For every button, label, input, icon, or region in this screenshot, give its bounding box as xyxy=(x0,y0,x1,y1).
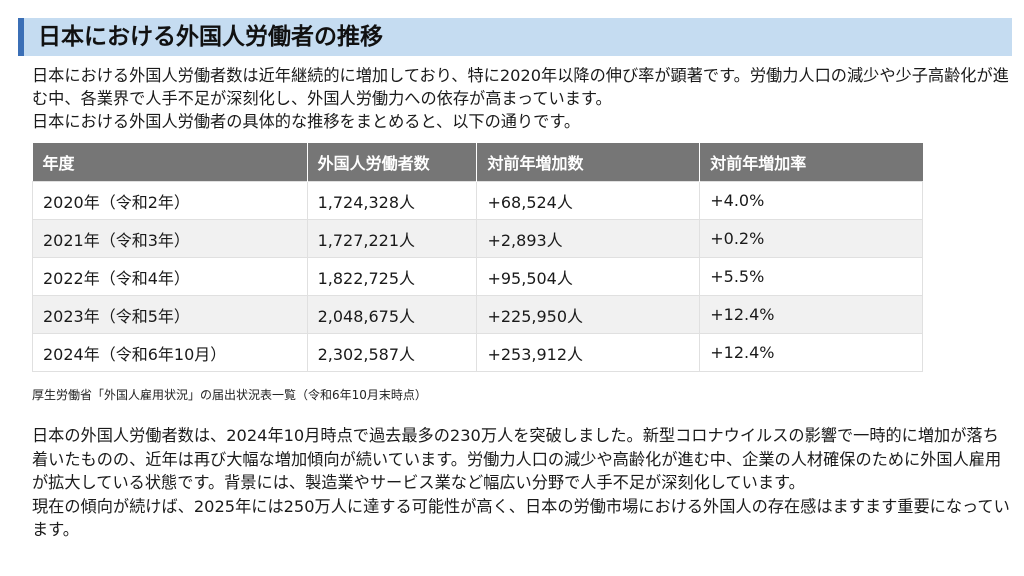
cell-yoy-rate: +5.5% xyxy=(700,258,923,296)
cell-year: 2022年（令和4年） xyxy=(33,258,308,296)
intro-paragraph-2: 日本における外国人労働者の具体的な推移をまとめると、以下の通りです。 xyxy=(32,110,1012,133)
cell-yoy-rate: +12.4% xyxy=(700,296,923,334)
table-row: 2021年（令和3年） 1,727,221人 +2,893人 +0.2% xyxy=(33,220,923,258)
header-yoy-increase: 対前年増加数 xyxy=(477,143,700,182)
summary-paragraph-2: 現在の傾向が続けば、2025年には250万人に達する可能性が高く、日本の労働市場… xyxy=(32,495,1012,542)
cell-yoy-rate: +0.2% xyxy=(700,220,923,258)
cell-yoy-increase: +68,524人 xyxy=(477,182,700,220)
cell-yoy-increase: +225,950人 xyxy=(477,296,700,334)
cell-year: 2024年（令和6年10月） xyxy=(33,334,308,372)
cell-yoy-rate: +12.4% xyxy=(700,334,923,372)
summary-text: 日本の外国人労働者数は、2024年10月時点で過去最多の230万人を突破しました… xyxy=(32,424,1012,542)
cell-worker-count: 1,822,725人 xyxy=(307,258,477,296)
cell-yoy-increase: +95,504人 xyxy=(477,258,700,296)
table-row: 2022年（令和4年） 1,822,725人 +95,504人 +5.5% xyxy=(33,258,923,296)
summary-paragraph-1: 日本の外国人労働者数は、2024年10月時点で過去最多の230万人を突破しました… xyxy=(32,424,1012,495)
title-bar: 日本における外国人労働者の推移 xyxy=(18,18,1012,56)
intro-paragraph-1: 日本における外国人労働者数は近年継続的に増加しており、特に2020年以降の伸び率… xyxy=(32,64,1012,110)
cell-worker-count: 2,048,675人 xyxy=(307,296,477,334)
table-row: 2020年（令和2年） 1,724,328人 +68,524人 +4.0% xyxy=(33,182,923,220)
cell-yoy-increase: +2,893人 xyxy=(477,220,700,258)
cell-year: 2020年（令和2年） xyxy=(33,182,308,220)
page-title: 日本における外国人労働者の推移 xyxy=(24,18,1012,56)
cell-yoy-increase: +253,912人 xyxy=(477,334,700,372)
intro-text: 日本における外国人労働者数は近年継続的に増加しており、特に2020年以降の伸び率… xyxy=(32,64,1012,133)
cell-worker-count: 1,724,328人 xyxy=(307,182,477,220)
cell-yoy-rate: +4.0% xyxy=(700,182,923,220)
cell-year: 2023年（令和5年） xyxy=(33,296,308,334)
cell-year: 2021年（令和3年） xyxy=(33,220,308,258)
table-header-row: 年度 外国人労働者数 対前年増加数 対前年増加率 xyxy=(33,143,923,182)
source-note: 厚生労働省「外国人雇用状況」の届出状況表一覧（令和6年10月末時点） xyxy=(32,386,427,403)
table-row: 2023年（令和5年） 2,048,675人 +225,950人 +12.4% xyxy=(33,296,923,334)
cell-worker-count: 2,302,587人 xyxy=(307,334,477,372)
cell-worker-count: 1,727,221人 xyxy=(307,220,477,258)
table-row: 2024年（令和6年10月） 2,302,587人 +253,912人 +12.… xyxy=(33,334,923,372)
foreign-workers-table: 年度 外国人労働者数 対前年増加数 対前年増加率 2020年（令和2年） 1,7… xyxy=(32,143,923,372)
header-year: 年度 xyxy=(33,143,308,182)
header-worker-count: 外国人労働者数 xyxy=(307,143,477,182)
header-yoy-rate: 対前年増加率 xyxy=(700,143,923,182)
